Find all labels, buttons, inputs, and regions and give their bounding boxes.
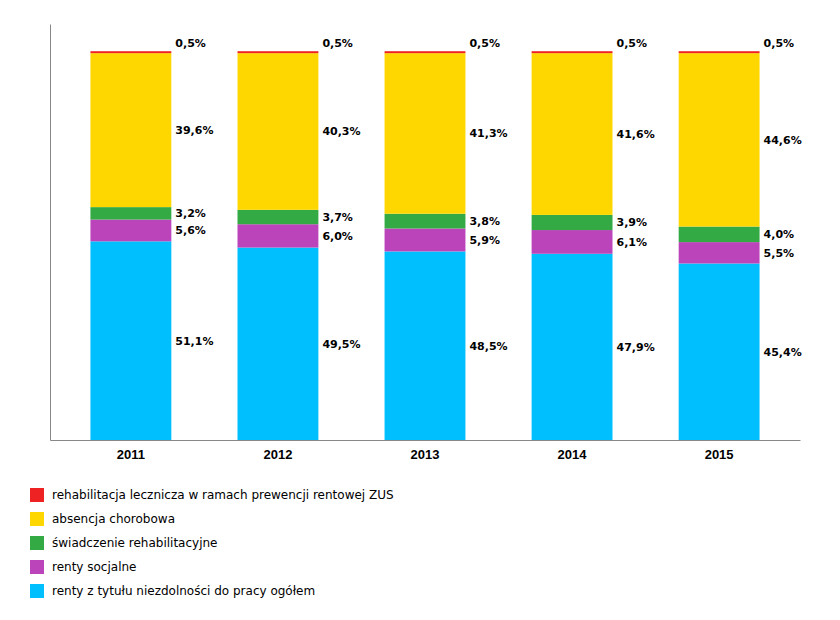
legend-label: rehabilitacja lecznicza w ramach prewenc… <box>52 488 394 502</box>
data-label: 51,1% <box>175 335 213 348</box>
legend-item: rehabilitacja lecznicza w ramach prewenc… <box>30 488 394 502</box>
legend-label: renty socjalne <box>52 560 136 574</box>
x-tick: 2014 <box>558 440 588 462</box>
bar <box>532 254 613 440</box>
legend-item: absencja chorobowa <box>30 512 175 526</box>
bar <box>238 51 319 53</box>
x-tick: 2015 <box>705 440 734 462</box>
bar <box>238 53 319 210</box>
series-labels: 51,1% 49,5% 48,5% 47,9% 45,4% <box>175 335 801 359</box>
legend-swatch <box>30 488 44 502</box>
data-label: 0,5% <box>175 37 206 50</box>
x-tick-label: 2012 <box>263 447 292 462</box>
legend-swatch <box>30 512 44 526</box>
legend-item: renty z tytułu niezdolności do pracy ogó… <box>30 584 315 598</box>
series-labels: 39,6% 40,3% 41,3% 41,6% 44,6% <box>175 124 801 147</box>
bar <box>679 227 760 243</box>
series <box>90 241 759 440</box>
x-tick: 2012 <box>263 440 292 462</box>
bar <box>532 230 613 254</box>
bar <box>679 242 760 263</box>
bar <box>385 251 466 440</box>
chart: 51,1% 49,5% 48,5% 47,9% 45,4% 5,6% 6,0% 5,9% 6,1… <box>0 0 840 620</box>
data-label: 0,5% <box>469 37 500 50</box>
bar <box>90 53 171 207</box>
data-label: 48,5% <box>469 340 507 353</box>
legend-item: świadczenie rehabilitacyjne <box>30 536 218 550</box>
data-label: 0,5% <box>322 37 353 50</box>
x-tick-label: 2011 <box>117 447 145 462</box>
plot-area: 51,1% 49,5% 48,5% 47,9% 45,4% 5,6% 6,0% 5,9% 6,1… <box>51 25 802 463</box>
legend-swatch <box>30 584 44 598</box>
x-tick-label: 2015 <box>705 447 734 462</box>
series-labels: 0,5% 0,5% 0,5% 0,5% 0,5% <box>175 37 794 50</box>
bar <box>385 51 466 53</box>
bar <box>90 241 171 440</box>
bar <box>238 248 319 440</box>
bar <box>679 53 760 226</box>
y-axis <box>50 25 51 441</box>
data-label: 41,3% <box>469 127 507 140</box>
data-label: 3,8% <box>469 215 500 228</box>
data-label: 0,5% <box>764 37 795 50</box>
x-axis: 2011 2012 2013 2014 2015 <box>51 440 801 462</box>
bar <box>385 214 466 229</box>
data-label: 5,9% <box>469 234 500 247</box>
bar <box>238 210 319 224</box>
bar <box>385 53 466 214</box>
bar <box>532 215 613 230</box>
data-label: 6,0% <box>322 230 353 243</box>
x-tick: 2013 <box>411 440 440 462</box>
data-label: 45,4% <box>764 346 802 359</box>
x-axis-line <box>51 440 801 441</box>
legend-label: renty z tytułu niezdolności do pracy ogó… <box>52 584 315 598</box>
data-label: 40,3% <box>322 125 360 138</box>
data-label: 39,6% <box>175 124 213 137</box>
data-label: 3,2% <box>175 207 206 220</box>
data-label: 3,9% <box>617 216 648 229</box>
bar <box>532 53 613 215</box>
bar <box>679 263 760 440</box>
legend-item: renty socjalne <box>30 560 136 574</box>
legend-swatch <box>30 536 44 550</box>
series-labels: 5,6% 6,0% 5,9% 6,1% 5,5% <box>175 224 794 259</box>
data-label: 44,6% <box>764 134 802 147</box>
legend-label: świadczenie rehabilitacyjne <box>52 536 218 550</box>
data-label: 47,9% <box>617 341 655 354</box>
data-label: 49,5% <box>322 338 360 351</box>
data-label: 5,6% <box>175 224 206 237</box>
data-label: 5,5% <box>764 247 795 260</box>
y-axis-line <box>50 25 51 441</box>
series-labels: 3,2% 3,7% 3,8% 3,9% 4,0% <box>175 207 794 241</box>
data-label: 3,7% <box>322 211 353 224</box>
data-label: 41,6% <box>617 128 655 141</box>
bar <box>238 224 319 247</box>
bars <box>90 51 759 440</box>
x-tick-label: 2014 <box>558 447 588 462</box>
series <box>90 51 759 53</box>
legend: rehabilitacja lecznicza w ramach prewenc… <box>30 488 394 598</box>
data-label: 4,0% <box>764 228 795 241</box>
bar <box>90 207 171 219</box>
data-labels: 51,1% 49,5% 48,5% 47,9% 45,4% 5,6% 6,0% 5,9% 6,1… <box>175 37 801 358</box>
bar <box>385 229 466 252</box>
series <box>90 53 759 226</box>
legend-label: absencja chorobowa <box>52 512 175 526</box>
legend-swatch <box>30 560 44 574</box>
bar <box>90 220 171 242</box>
bar <box>679 51 760 53</box>
data-label: 0,5% <box>617 37 648 50</box>
bar <box>532 51 613 53</box>
x-tick: 2011 <box>117 440 145 462</box>
bar <box>90 51 171 53</box>
data-label: 6,1% <box>617 236 648 249</box>
x-tick-label: 2013 <box>411 447 440 462</box>
